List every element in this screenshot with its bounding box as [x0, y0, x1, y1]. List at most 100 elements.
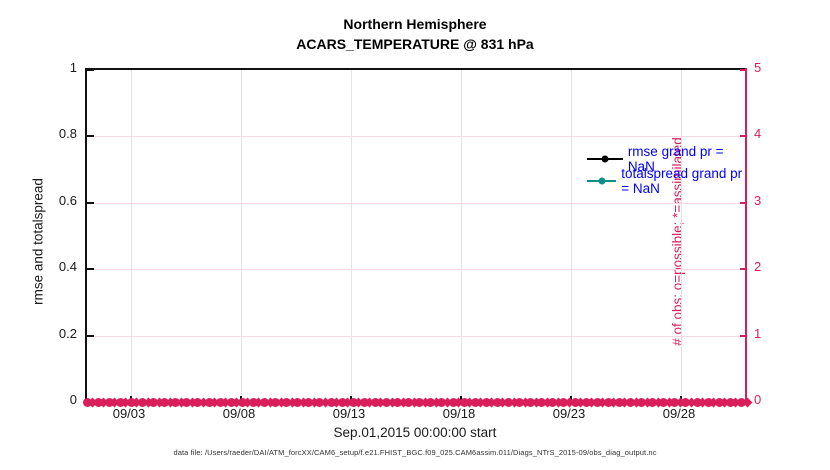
- vertical-gridline: [351, 70, 352, 402]
- obs-possible-marker: [82, 397, 92, 407]
- obs-possible-marker: [182, 397, 192, 407]
- right-y-tick-label: 1: [754, 325, 762, 341]
- obs-possible-marker: [592, 397, 602, 407]
- obs-possible-marker: [415, 397, 425, 407]
- obs-possible-marker: [570, 397, 580, 407]
- left-y-tick-mark: [87, 334, 94, 337]
- x-tick-label: 09/23: [552, 406, 586, 421]
- obs-possible-marker: [104, 397, 114, 407]
- obs-possible-marker: [437, 397, 447, 407]
- right-y-tick-mark: [740, 334, 747, 337]
- obs-possible-marker: [359, 397, 369, 407]
- obs-possible-marker: [348, 397, 358, 407]
- obs-possible-marker: [626, 397, 636, 407]
- obs-possible-marker: [692, 397, 702, 407]
- obs-possible-marker: [448, 397, 458, 407]
- legend-row-rmse: rmse grand pr = NaN: [587, 144, 747, 174]
- left-y-tick-label: 0.2: [58, 325, 77, 341]
- x-tick-label: 09/08: [222, 406, 256, 421]
- right-y-tick-label: 2: [754, 259, 762, 275]
- obs-possible-marker: [393, 397, 403, 407]
- vertical-gridline: [681, 70, 682, 402]
- right-y-tick-mark: [740, 69, 747, 71]
- right-y-axis-line: [745, 68, 747, 404]
- vertical-gridline: [241, 70, 242, 402]
- obs-possible-marker: [248, 397, 258, 407]
- legend-marker-rmse: [601, 155, 609, 163]
- obs-possible-marker: [526, 397, 536, 407]
- right-y-tick-label: 0: [754, 392, 762, 407]
- horizontal-gridline: [87, 335, 747, 337]
- x-tick-label: 09/13: [332, 406, 366, 421]
- horizontal-gridline: [87, 269, 747, 271]
- legend: rmse grand pr = NaN totalspread grand pr…: [587, 144, 747, 196]
- obs-possible-marker: [426, 397, 436, 407]
- vertical-gridline: [571, 70, 572, 402]
- x-tick-label: 09/28: [662, 406, 696, 421]
- obs-possible-marker: [470, 397, 480, 407]
- obs-possible-marker: [126, 397, 136, 407]
- plot-title: Northern Hemisphere ACARS_TEMPERATURE @ …: [85, 14, 745, 54]
- horizontal-gridline: [87, 136, 747, 138]
- obs-possible-marker: [504, 397, 513, 407]
- obs-possible-marker: [226, 397, 236, 407]
- obs-possible-marker: [115, 397, 125, 407]
- obs-possible-marker: [404, 397, 414, 407]
- left-y-tick-label: 0: [69, 392, 77, 407]
- obs-possible-marker: [537, 397, 547, 407]
- right-y-tick-label: 3: [754, 192, 762, 208]
- obs-possible-marker: [492, 397, 502, 407]
- obs-possible-marker: [581, 397, 591, 407]
- right-y-tick-label: 5: [754, 60, 762, 75]
- obs-possible-marker: [381, 397, 391, 407]
- obs-possible-marker: [304, 397, 314, 407]
- obs-possible-marker: [204, 397, 214, 407]
- legend-label-totalspread: totalspread grand pr = NaN: [621, 166, 743, 196]
- legend-label-rmse: rmse grand pr = NaN: [627, 144, 724, 174]
- obs-possible-marker: [237, 397, 247, 407]
- obs-possible-marker: [337, 397, 347, 407]
- obs-possible-marker: [481, 397, 491, 407]
- legend-marker-totalspread: [598, 177, 606, 185]
- obs-possible-marker: [648, 397, 658, 407]
- obs-possible-marker: [659, 397, 669, 407]
- obs-possible-marker: [326, 397, 336, 407]
- obs-possible-marker: [736, 397, 746, 407]
- x-tick-label: 09/18: [442, 406, 476, 421]
- obs-possible-marker: [315, 397, 325, 407]
- obs-possible-marker: [193, 397, 203, 407]
- vertical-gridline: [461, 70, 462, 402]
- legend-line-sample-rmse: [587, 155, 623, 163]
- right-y-tick-mark: [740, 268, 747, 271]
- horizontal-gridline: [87, 202, 747, 204]
- obs-possible-marker: [703, 397, 713, 407]
- left-y-tick-mark: [87, 268, 94, 271]
- left-y-tick-mark: [87, 135, 94, 138]
- obs-possible-marker: [160, 397, 170, 407]
- obs-possible-marker: [293, 397, 303, 407]
- obs-possible-marker: [515, 397, 525, 407]
- obs-possible-marker: [171, 397, 181, 407]
- obs-possible-marker: [259, 397, 269, 407]
- obs-possible-marker: [637, 397, 647, 407]
- obs-zero-marker-band: [82, 396, 752, 408]
- right-y-tick-mark: [740, 201, 747, 204]
- legend-row-totalspread: totalspread grand pr = NaN: [587, 166, 747, 196]
- left-y-axis-label: rmse and totalspread: [30, 178, 46, 305]
- obs-possible-marker: [271, 397, 281, 407]
- legend-line-sample-totalspread: [587, 177, 617, 185]
- left-y-tick-mark: [87, 69, 94, 71]
- obs-possible-marker: [137, 397, 147, 407]
- obs-possible-marker: [681, 397, 691, 407]
- left-y-tick-label: 0.4: [58, 259, 77, 275]
- obs-possible-marker: [93, 397, 103, 407]
- obs-possible-marker: [282, 397, 292, 407]
- left-y-tick-label: 1: [69, 60, 77, 75]
- obs-possible-marker: [559, 397, 569, 407]
- obs-possible-marker: [459, 397, 469, 407]
- vertical-gridline: [131, 70, 132, 402]
- title-line-1: Northern Hemisphere: [343, 16, 487, 32]
- obs-possible-marker: [370, 397, 380, 407]
- obs-possible-marker: [670, 397, 680, 407]
